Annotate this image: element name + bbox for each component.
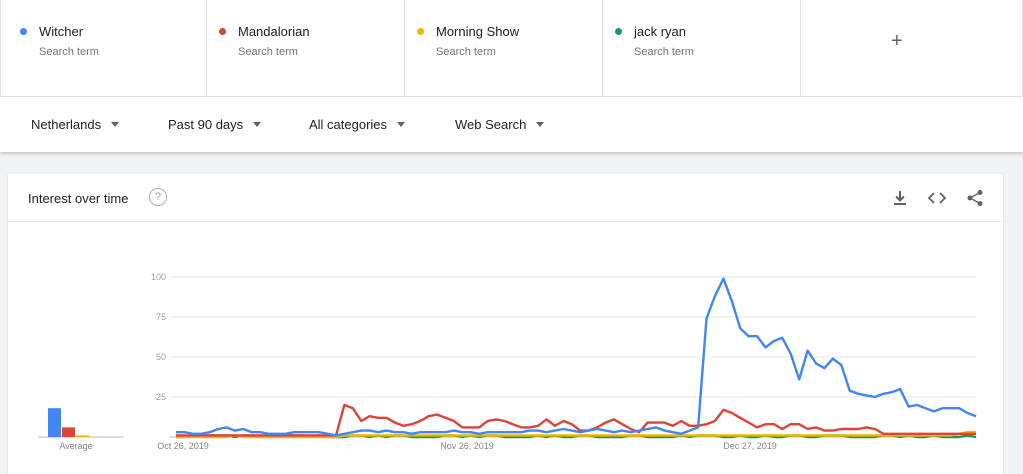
term-name[interactable]: jack ryan (634, 24, 687, 39)
caret-down-icon (253, 122, 262, 127)
embed-code-icon[interactable] (927, 188, 947, 208)
average-bar (76, 435, 89, 437)
caret-down-icon (397, 122, 406, 127)
series-color-dot (219, 28, 226, 35)
y-tick-label: 75 (156, 312, 166, 322)
x-tick-label: Dec 27, 2019 (723, 441, 777, 451)
time-range-label: Past 90 days (168, 117, 244, 132)
term-name[interactable]: Mandalorian (238, 24, 310, 39)
caret-down-icon (536, 122, 545, 127)
series-color-dot (20, 28, 27, 35)
filter-bar: Netherlands Past 90 days All categories … (0, 97, 1023, 152)
share-icon[interactable] (965, 188, 985, 208)
average-bar (48, 408, 61, 437)
category-label: All categories (309, 117, 388, 132)
time-range-dropdown[interactable]: Past 90 days (168, 117, 262, 132)
series-color-dot (417, 28, 424, 35)
term-subtitle: Search term (436, 46, 496, 58)
category-dropdown[interactable]: All categories (309, 117, 406, 132)
search-type-dropdown[interactable]: Web Search (455, 117, 545, 132)
region-dropdown[interactable]: Netherlands (31, 117, 120, 132)
y-tick-label: 100 (151, 272, 166, 282)
term-name[interactable]: Morning Show (436, 24, 520, 39)
search-term-mandalorian[interactable]: Mandalorian Search term (207, 0, 405, 96)
term-subtitle: Search term (238, 46, 298, 58)
series-line-mandalorian (176, 403, 976, 437)
interest-over-time-chart: 25 50 75 100 Average Oct 26, 2019 Nov 26, 20… (38, 272, 977, 451)
search-term-jack-ryan[interactable]: jack ryan Search term (603, 0, 801, 96)
term-subtitle: Search term (39, 46, 99, 58)
average-bar (62, 427, 75, 437)
region-label: Netherlands (31, 117, 102, 132)
interest-over-time-card: Interest over time ? 25 50 75 100 Average O… (8, 174, 1003, 474)
card-title: Interest over time (28, 191, 129, 206)
y-tick-label: 25 (156, 392, 166, 402)
search-type-label: Web Search (455, 117, 527, 132)
term-name[interactable]: Witcher (39, 24, 84, 39)
caret-down-icon (111, 122, 120, 127)
search-term-morning-show[interactable]: Morning Show Search term (405, 0, 603, 96)
add-term-button[interactable]: + (801, 0, 1023, 96)
series-line-morning-show (176, 431, 976, 439)
search-terms-bar: Witcher Search term Mandalorian Search t… (0, 0, 1023, 97)
term-subtitle: Search term (634, 46, 694, 58)
plus-icon: + (891, 30, 903, 52)
card-header: Interest over time ? (8, 174, 1003, 222)
series-line-witcher (176, 277, 977, 437)
x-tick-label: Oct 26, 2019 (157, 441, 209, 451)
series-color-dot (615, 28, 622, 35)
x-tick-label: Nov 26, 2019 (440, 441, 494, 451)
average-label: Average (59, 441, 92, 451)
help-icon[interactable]: ? (149, 188, 167, 206)
download-icon[interactable] (890, 188, 910, 208)
search-term-witcher[interactable]: Witcher Search term (0, 0, 207, 96)
y-tick-label: 50 (156, 352, 166, 362)
